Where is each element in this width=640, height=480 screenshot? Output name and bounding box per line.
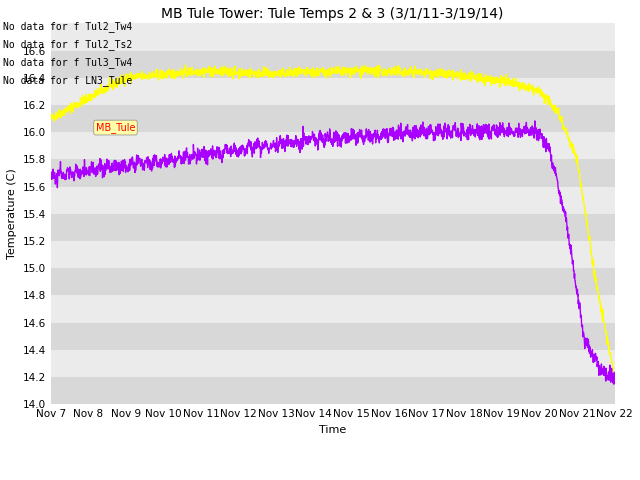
Bar (51, 323, 614, 350)
Text: MB_Tule: MB_Tule (96, 122, 135, 133)
Bar (51, 159, 614, 187)
Text: No data for f Tul2_Tw4: No data for f Tul2_Tw4 (3, 21, 132, 32)
Bar (51, 105, 614, 132)
X-axis label: Time: Time (319, 425, 346, 435)
Title: MB Tule Tower: Tule Temps 2 & 3 (3/1/11-3/19/14): MB Tule Tower: Tule Temps 2 & 3 (3/1/11-… (161, 7, 504, 21)
Text: No data for f Tul3_Tw4: No data for f Tul3_Tw4 (3, 57, 132, 68)
Y-axis label: Temperature (C): Temperature (C) (7, 168, 17, 259)
Bar (51, 51, 614, 78)
Bar (51, 377, 614, 404)
Bar (51, 268, 614, 296)
Text: No data for f LN3_Tule: No data for f LN3_Tule (3, 75, 132, 86)
Bar (51, 214, 614, 241)
Text: No data for f Tul2_Ts2: No data for f Tul2_Ts2 (3, 39, 132, 50)
